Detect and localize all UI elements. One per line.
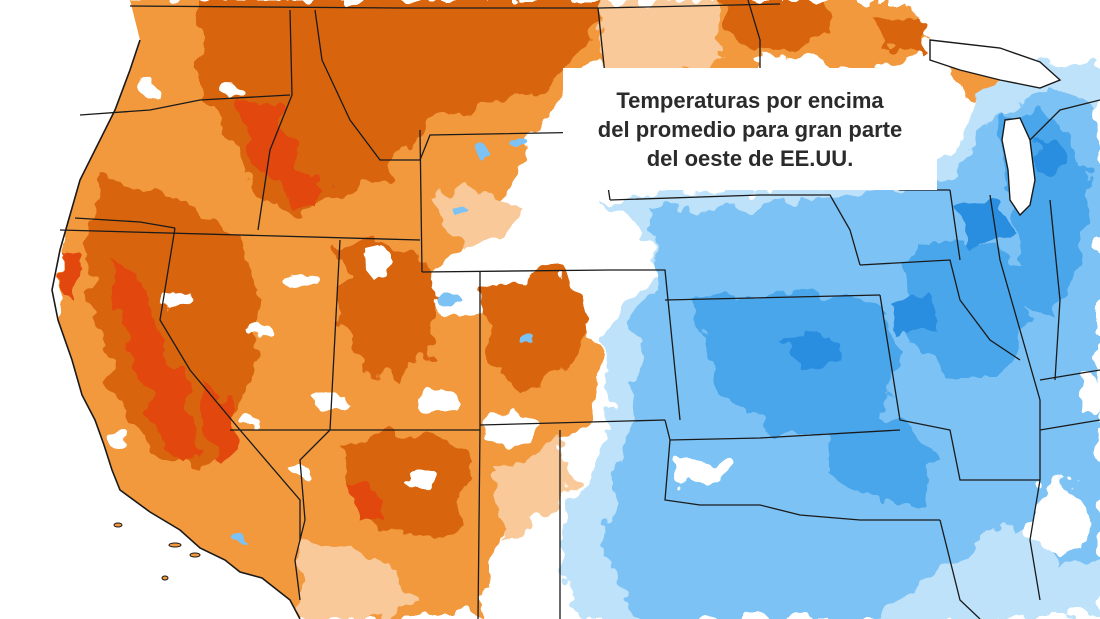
caption-box: Temperaturas por encima del promedio par…: [563, 68, 937, 190]
coastline: [51, 39, 301, 619]
lake-superior: [929, 39, 1062, 89]
map-caption: Temperaturas por encima del promedio par…: [597, 87, 903, 171]
channel-islands: [113, 522, 201, 581]
near-normal-patches: [110, 82, 560, 619]
state-borders: [59, 0, 1100, 619]
lake-michigan: [1001, 117, 1036, 217]
cool-anomaly-region: [560, 60, 1100, 619]
warm-anomaly-region: [60, 0, 1040, 619]
